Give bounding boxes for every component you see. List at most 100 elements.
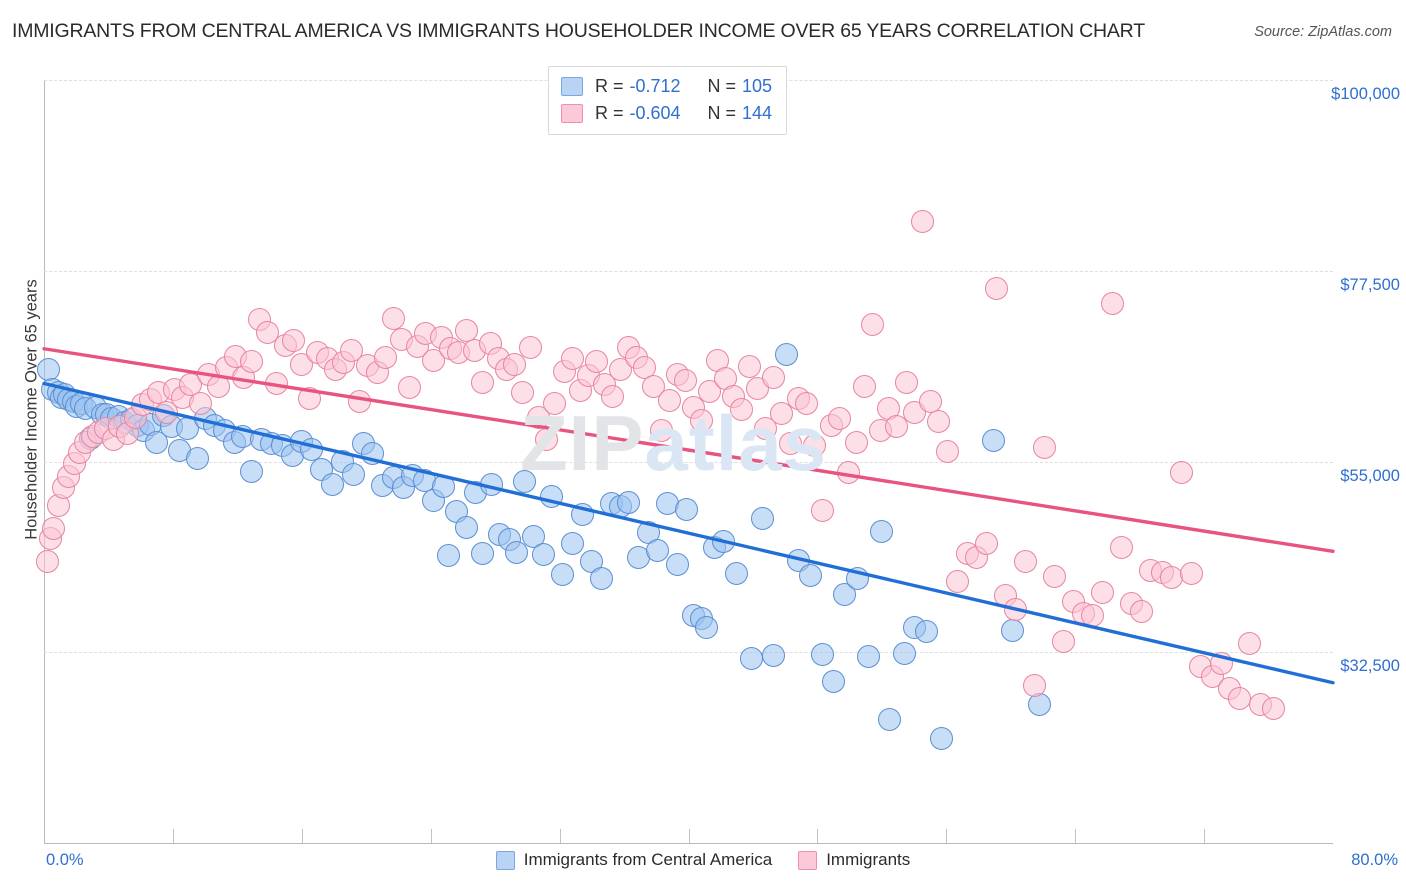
scatter-point [560, 532, 584, 556]
scatter-point [884, 415, 908, 439]
r-label: R = [595, 76, 624, 96]
y-axis-tick-label: $55,000 [1340, 466, 1400, 485]
legend-label-central-america: Immigrants from Central America [523, 850, 773, 869]
scatter-point [502, 353, 526, 377]
scatter-point [240, 460, 264, 484]
scatter-point [543, 391, 567, 415]
scatter-point [730, 398, 754, 422]
correlation-stats-legend: R = -0.712 N = 105 R = -0.604 N = 144 [548, 66, 788, 135]
scatter-point [454, 516, 478, 540]
series-legend: Immigrants from Central America Immigran… [0, 850, 1406, 870]
scatter-point [738, 355, 762, 379]
y-axis-title: Householder Income Over 65 years [22, 279, 41, 540]
scatter-point [799, 563, 823, 587]
scatter-point [894, 371, 918, 395]
scatter-point [673, 368, 697, 392]
scatter-point [870, 520, 894, 544]
scatter-point [892, 642, 916, 666]
scatter-point [910, 210, 934, 234]
scatter-point [42, 516, 66, 540]
n-value-immigrants: 144 [742, 103, 773, 123]
scatter-point [794, 392, 818, 416]
page-title: IMMIGRANTS FROM CENTRAL AMERICA VS IMMIG… [12, 20, 1145, 42]
scatter-point [810, 499, 834, 523]
scatter-point [915, 620, 939, 644]
scatter-point [1042, 565, 1066, 589]
scatter-point [675, 498, 699, 522]
scatter-point [878, 707, 902, 731]
scatter-point [665, 552, 689, 576]
scatter-point [512, 470, 536, 494]
r-value-central-america: -0.712 [629, 76, 681, 96]
scatter-point [1023, 673, 1047, 697]
scatter-point [844, 430, 868, 454]
scatter-point [470, 371, 494, 395]
scatter-point [35, 550, 59, 574]
scatter-point [1013, 550, 1037, 574]
trendline-central-america [42, 381, 1335, 685]
x-axis-tick [172, 829, 174, 843]
gridline [44, 652, 1333, 654]
scatter-point [1110, 536, 1134, 560]
scatter-point [725, 561, 749, 585]
legend-item-central-america[interactable]: Immigrants from Central America [495, 850, 773, 870]
scatter-point [1179, 561, 1203, 585]
scatter-point [601, 384, 625, 408]
scatter-point [857, 644, 881, 668]
scatter-point [833, 583, 857, 607]
scatter-point [778, 432, 802, 456]
scatter-point [981, 428, 1005, 452]
x-axis-max-label: 80.0% [1351, 851, 1398, 869]
scatter-point [810, 643, 834, 667]
scatter-point [589, 566, 613, 590]
scatter-point [1237, 632, 1261, 656]
scatter-point [188, 391, 212, 415]
scatter-point [762, 366, 786, 390]
scatter-point [145, 430, 169, 454]
scatter-point [657, 388, 681, 412]
scatter-point [828, 406, 852, 430]
scatter-point [617, 490, 641, 514]
scatter-point [984, 277, 1008, 301]
scatter-point [282, 328, 306, 352]
y-axis-tick-label: $32,500 [1340, 657, 1400, 676]
swatch-central-america-icon [561, 77, 583, 96]
trendlines-layer [42, 347, 1335, 685]
scatter-point [185, 446, 209, 470]
scatter-point [527, 405, 551, 429]
scatter-point [694, 616, 718, 640]
scatter-point [852, 374, 876, 398]
legend-item-immigrants[interactable]: Immigrants [798, 850, 910, 870]
scatter-point [762, 644, 786, 668]
scatter-point [822, 670, 845, 694]
scatter-point [519, 335, 543, 359]
x-axis-tick [688, 829, 690, 843]
scatter-point [1091, 580, 1115, 604]
x-axis-tick [430, 829, 432, 843]
scatter-point [739, 646, 763, 670]
scatter-point [1100, 292, 1124, 316]
scatter-point [1261, 696, 1285, 720]
scatter-point [560, 347, 584, 371]
x-axis-tick [559, 829, 561, 843]
source-attribution: Source: ZipAtlas.com [1254, 24, 1392, 40]
scatter-point [341, 462, 365, 486]
swatch-immigrants-icon [561, 104, 583, 123]
x-axis-tick [1204, 829, 1206, 843]
scatter-point [926, 410, 950, 434]
scatter-point [585, 349, 609, 373]
scatter-point [422, 349, 446, 373]
gridline [44, 461, 1333, 463]
scatter-point [751, 506, 775, 530]
scatter-point [770, 401, 794, 425]
plot-area [35, 80, 1335, 843]
scatter-point [936, 439, 960, 463]
r-label: R = [595, 103, 624, 123]
r-value-immigrants: -0.604 [629, 103, 681, 123]
scatter-point [1033, 435, 1057, 459]
scatter-point [1129, 600, 1153, 624]
scatter-point [374, 345, 398, 369]
scatter-point [775, 343, 799, 367]
scatter-point [511, 381, 535, 405]
